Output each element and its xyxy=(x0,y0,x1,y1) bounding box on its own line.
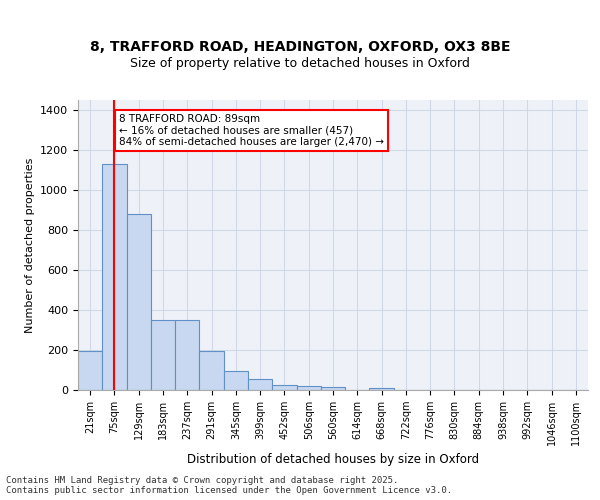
Bar xyxy=(199,351,224,390)
Bar xyxy=(151,320,175,390)
Text: Contains HM Land Registry data © Crown copyright and database right 2025.
Contai: Contains HM Land Registry data © Crown c… xyxy=(6,476,452,495)
Bar xyxy=(102,164,127,390)
Text: Size of property relative to detached houses in Oxford: Size of property relative to detached ho… xyxy=(130,58,470,70)
Y-axis label: Number of detached properties: Number of detached properties xyxy=(25,158,35,332)
Bar xyxy=(321,387,345,390)
Bar xyxy=(127,214,151,390)
Bar xyxy=(296,386,321,390)
Text: 8 TRAFFORD ROAD: 89sqm
← 16% of detached houses are smaller (457)
84% of semi-de: 8 TRAFFORD ROAD: 89sqm ← 16% of detached… xyxy=(119,114,384,147)
Bar xyxy=(248,379,272,390)
Bar xyxy=(272,385,296,390)
Bar xyxy=(370,388,394,390)
Text: 8, TRAFFORD ROAD, HEADINGTON, OXFORD, OX3 8BE: 8, TRAFFORD ROAD, HEADINGTON, OXFORD, OX… xyxy=(90,40,510,54)
Bar xyxy=(175,320,199,390)
Bar xyxy=(78,351,102,390)
X-axis label: Distribution of detached houses by size in Oxford: Distribution of detached houses by size … xyxy=(187,454,479,466)
Bar xyxy=(224,371,248,390)
